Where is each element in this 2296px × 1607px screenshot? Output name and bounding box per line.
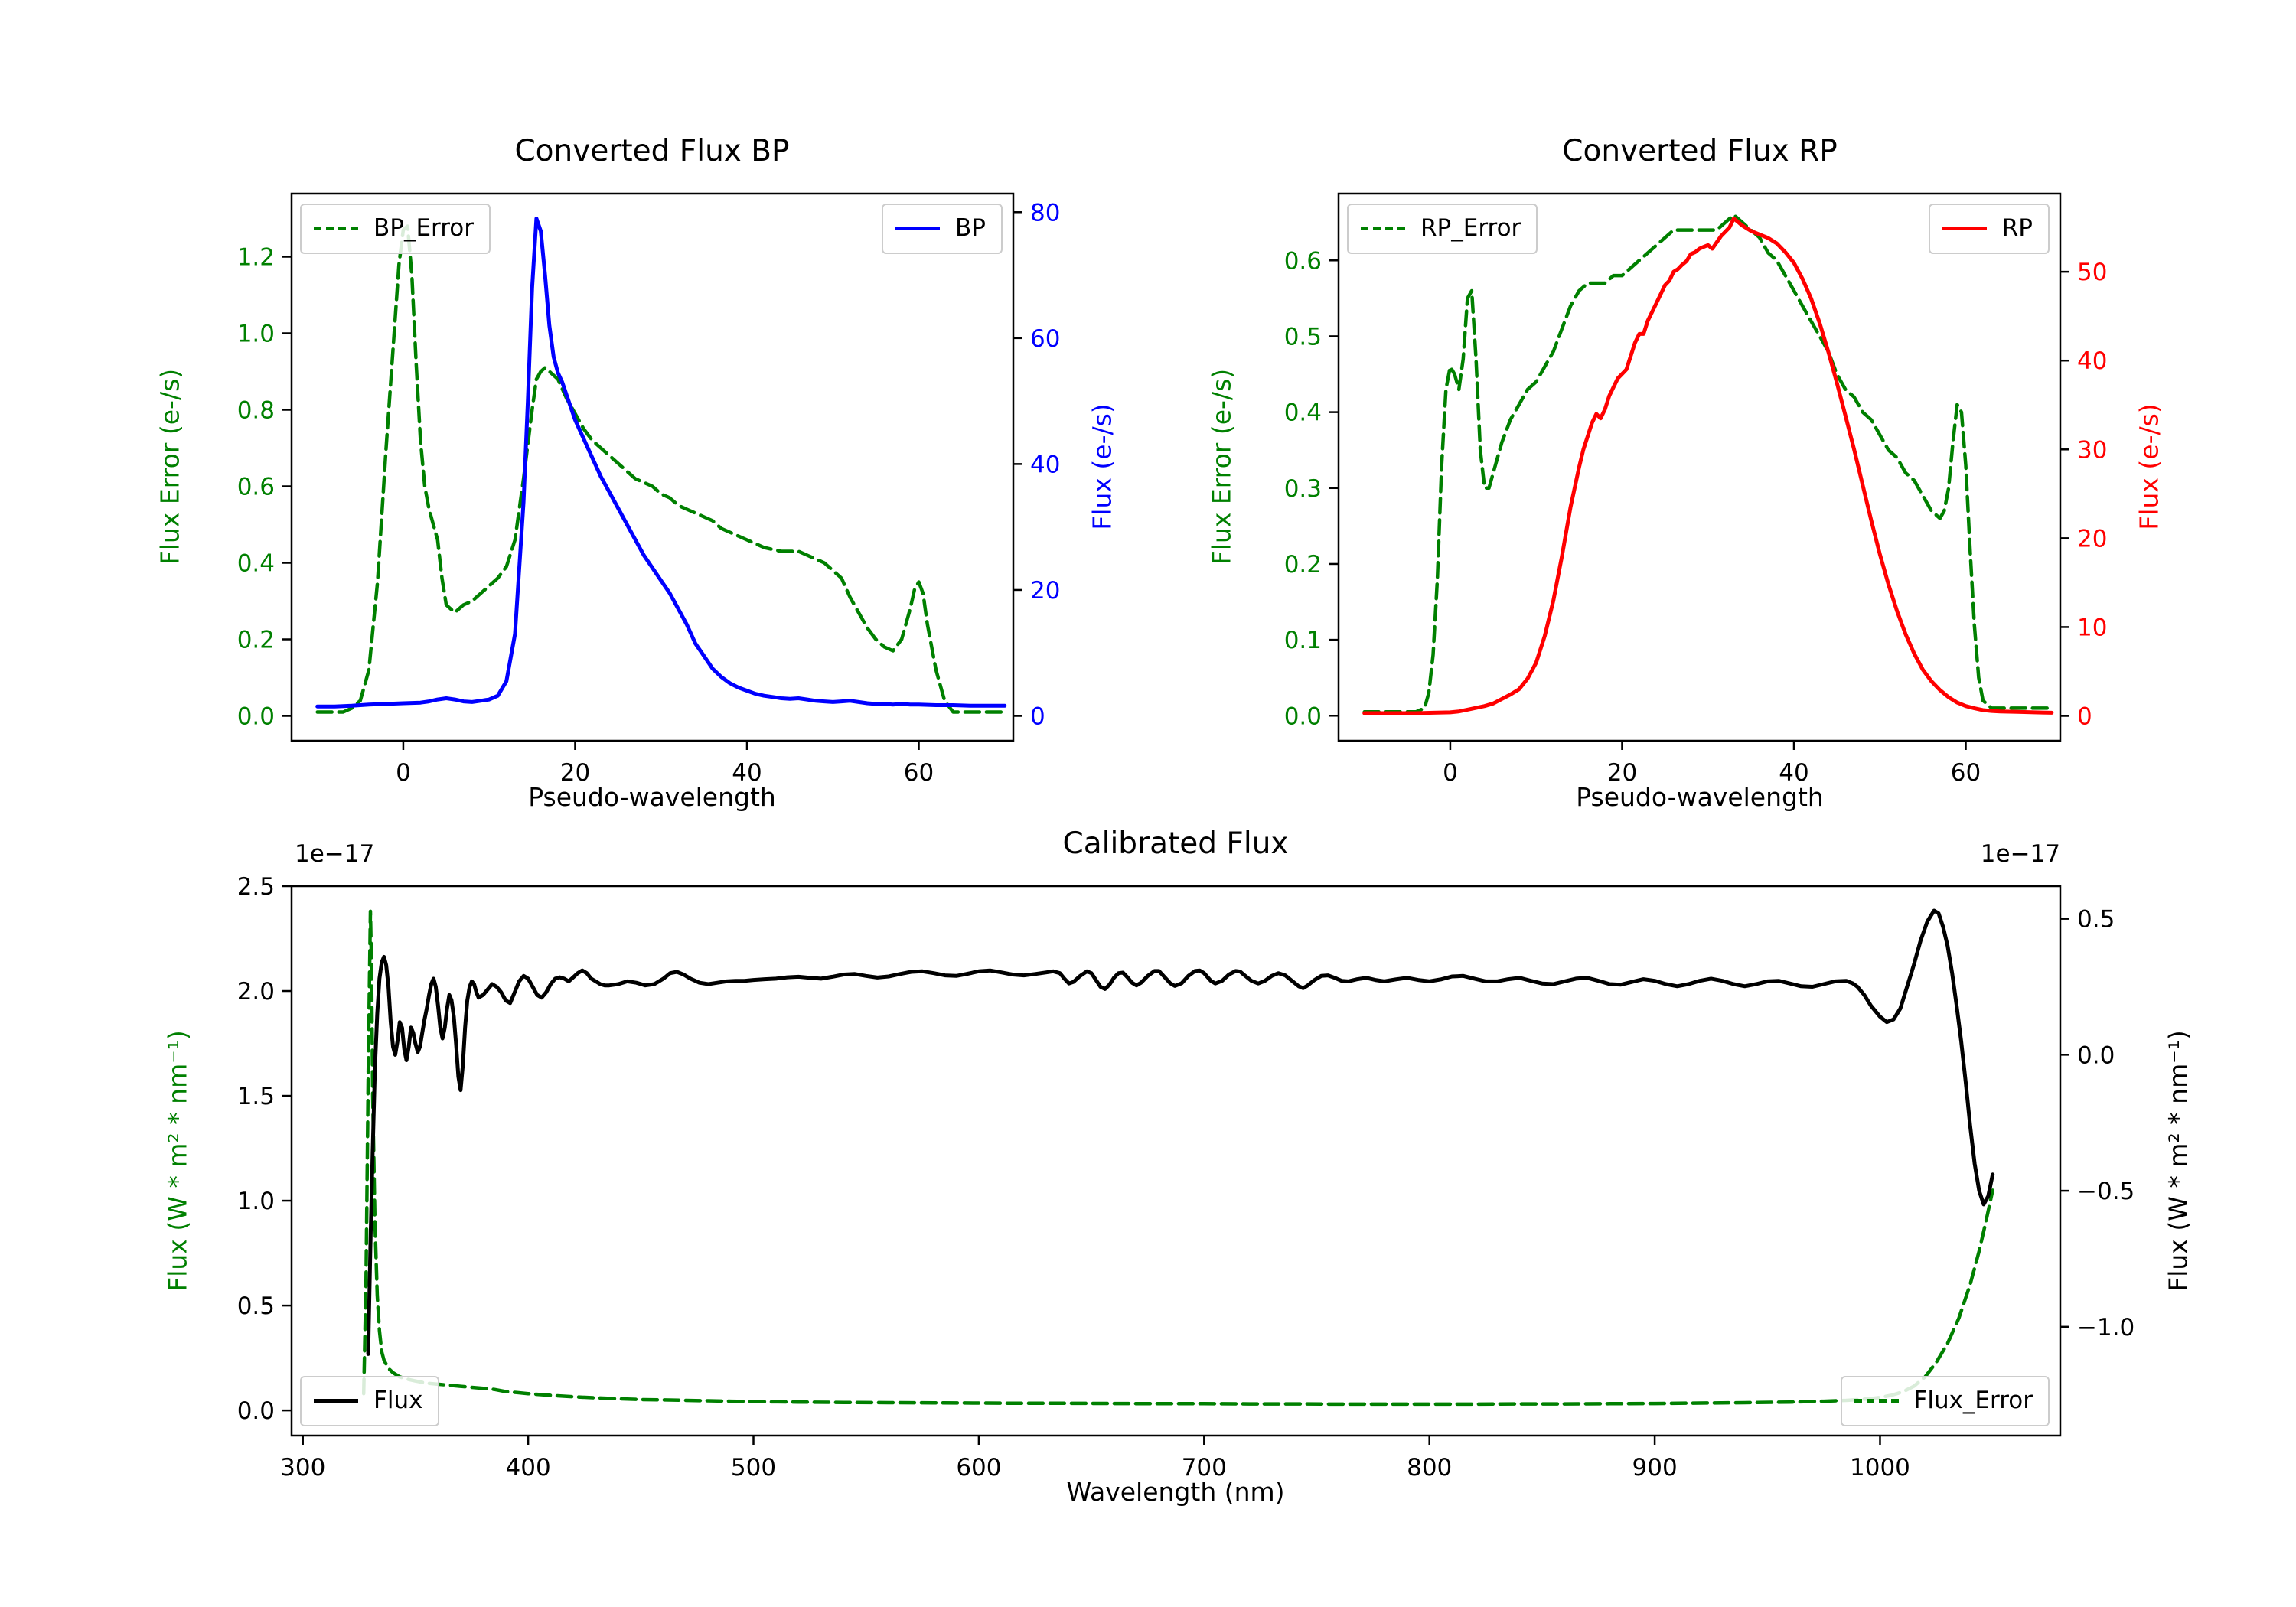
calibrated-left-axis-offset-text: 1e−17 — [295, 840, 375, 868]
bp-legend-bp-error: BP_Error — [300, 204, 491, 254]
legend-label: Flux — [373, 1387, 423, 1414]
cal-x-tick-label: 700 — [1182, 1454, 1227, 1482]
bp-right-y-tick-label: 60 — [1030, 325, 1060, 353]
bp-axes-frame — [290, 192, 1015, 742]
bp-left-y-tick-label: 0.8 — [237, 397, 275, 425]
bp-left-y-tick-label: 0.6 — [237, 474, 275, 501]
cal-right-y-tick-label: −0.5 — [2077, 1178, 2135, 1205]
rp-right-y-tick-label: 20 — [2077, 525, 2107, 553]
rp-left-y-tick-label: 0.4 — [1284, 399, 1322, 427]
legend-line-sample — [1361, 226, 1405, 230]
cal-left-y-tick-label: 1.0 — [237, 1188, 275, 1215]
bp-x-tick-label: 0 — [396, 759, 411, 787]
rp-x-axis-label: Pseudo-wavelength — [1576, 782, 1824, 812]
cal-x-tick-label: 600 — [956, 1454, 1001, 1482]
legend-label: RP — [2001, 214, 2033, 242]
bp-left-y-axis-label: Flux Error (e-/s) — [155, 368, 185, 566]
rp-axes-frame — [1337, 192, 2062, 742]
bp-right-y-tick-label: 80 — [1030, 199, 1060, 227]
calibrated-left-y-axis-label: Flux (W * m² * nm⁻¹) — [162, 1030, 193, 1292]
legend-line-sample — [1854, 1398, 1899, 1403]
rp-left-y-tick-label: 0.5 — [1284, 323, 1322, 350]
rp-x-tick-label: 40 — [1779, 759, 1808, 787]
rp-right-y-tick-label: 10 — [2077, 614, 2107, 641]
bp-series-bp-error-line — [315, 224, 1007, 714]
legend-label: BP_Error — [373, 214, 475, 242]
cal-x-tick-label: 900 — [1632, 1454, 1678, 1482]
bp-left-y-tick-label: 0.0 — [237, 703, 275, 731]
cal-left-y-tick-label: 1.5 — [237, 1083, 275, 1110]
calibrated-chart-title: Calibrated Flux — [1062, 826, 1289, 861]
cal-x-tick-label: 300 — [280, 1454, 325, 1482]
calibrated-right-axis-offset-text: 1e−17 — [1980, 840, 2060, 868]
cal-legend-flux: Flux — [300, 1376, 440, 1426]
legend-line-sample — [895, 226, 941, 230]
legend-label: BP — [955, 214, 986, 242]
legend-line-sample — [314, 226, 358, 230]
cal-x-tick-label: 400 — [506, 1454, 551, 1482]
bp-x-axis-label: Pseudo-wavelength — [528, 782, 776, 812]
legend-label: Flux_Error — [1913, 1387, 2033, 1414]
bp-chart-title: Converted Flux BP — [514, 134, 790, 168]
cal-right-y-tick-label: 0.5 — [2077, 906, 2115, 934]
bp-plot-area: 0 20 40 60 0.0 0.2 0.4 0.6 0.8 1.0 1.2 0 20 40 60 80 — [237, 192, 1060, 787]
calibrated-x-axis-label: Wavelength (nm) — [1066, 1477, 1285, 1507]
bp-left-y-tick-label: 0.2 — [237, 627, 275, 654]
rp-left-y-tick-label: 0.2 — [1284, 551, 1322, 579]
rp-x-tick-label: 20 — [1607, 759, 1637, 787]
bp-x-tick-label: 20 — [560, 759, 590, 787]
cal-left-y-tick-label: 0.5 — [237, 1292, 275, 1320]
rp-series-rp-error-line — [1362, 213, 2054, 714]
bp-left-y-tick-label: 0.4 — [237, 550, 275, 578]
cal-right-y-tick-label: 0.0 — [2077, 1041, 2115, 1069]
rp-left-y-tick-label: 0.6 — [1284, 247, 1322, 275]
bp-right-y-axis-label: Flux (e-/s) — [1087, 403, 1117, 530]
bp-left-y-tick-label: 1.2 — [237, 244, 275, 272]
cal-series-flux-line — [366, 908, 1995, 1356]
cal-left-y-tick-label: 0.0 — [237, 1397, 275, 1425]
cal-legend-flux-error: Flux_Error — [1840, 1376, 2050, 1426]
rp-series-rp-line — [1362, 217, 2054, 715]
cal-x-tick-label: 500 — [731, 1454, 776, 1482]
calibrated-right-y-axis-label: Flux (W * m² * nm⁻¹) — [2163, 1030, 2193, 1292]
cal-right-y-tick-label: −1.0 — [2077, 1314, 2135, 1341]
rp-right-y-tick-label: 0 — [2077, 703, 2092, 731]
bp-x-tick-label: 40 — [732, 759, 762, 787]
rp-x-tick-label: 0 — [1443, 759, 1458, 787]
cal-x-tick-label: 1000 — [1850, 1454, 1910, 1482]
cal-left-y-tick-label: 2.5 — [237, 873, 275, 901]
cal-axes-frame — [290, 885, 2062, 1437]
rp-left-y-tick-label: 0.3 — [1284, 475, 1322, 503]
rp-right-y-tick-label: 50 — [2077, 259, 2107, 286]
bp-x-tick-label: 60 — [904, 759, 934, 787]
bp-right-y-tick-label: 20 — [1030, 577, 1060, 605]
bp-left-y-tick-label: 1.0 — [237, 321, 275, 348]
rp-plot-area: 0 20 40 60 0.0 0.1 0.2 0.3 0.4 0.5 0.6 0 10 20 30 40 50 — [1284, 192, 2107, 787]
bp-legend-bp: BP — [882, 204, 1003, 254]
rp-right-y-tick-label: 30 — [2077, 436, 2107, 464]
legend-label: RP_Error — [1420, 214, 1521, 242]
cal-left-y-tick-label: 2.0 — [237, 978, 275, 1006]
rp-x-tick-label: 60 — [1951, 759, 1981, 787]
bp-right-y-tick-label: 0 — [1030, 703, 1045, 731]
legend-line-sample — [314, 1398, 358, 1403]
rp-left-y-tick-label: 0.1 — [1284, 627, 1322, 654]
rp-left-y-axis-label: Flux Error (e-/s) — [1206, 368, 1237, 566]
rp-legend-rp: RP — [1928, 204, 2050, 254]
bp-series-bp-line — [315, 217, 1007, 709]
rp-legend-rp-error: RP_Error — [1347, 204, 1538, 254]
legend-line-sample — [1942, 226, 1987, 230]
cal-x-tick-label: 800 — [1407, 1454, 1452, 1482]
rp-left-y-tick-label: 0.0 — [1284, 702, 1322, 730]
bp-right-y-tick-label: 40 — [1030, 451, 1060, 478]
rp-right-y-tick-label: 40 — [2077, 347, 2107, 375]
rp-chart-title: Converted Flux RP — [1562, 134, 1838, 168]
rp-right-y-axis-label: Flux (e-/s) — [2134, 403, 2164, 530]
